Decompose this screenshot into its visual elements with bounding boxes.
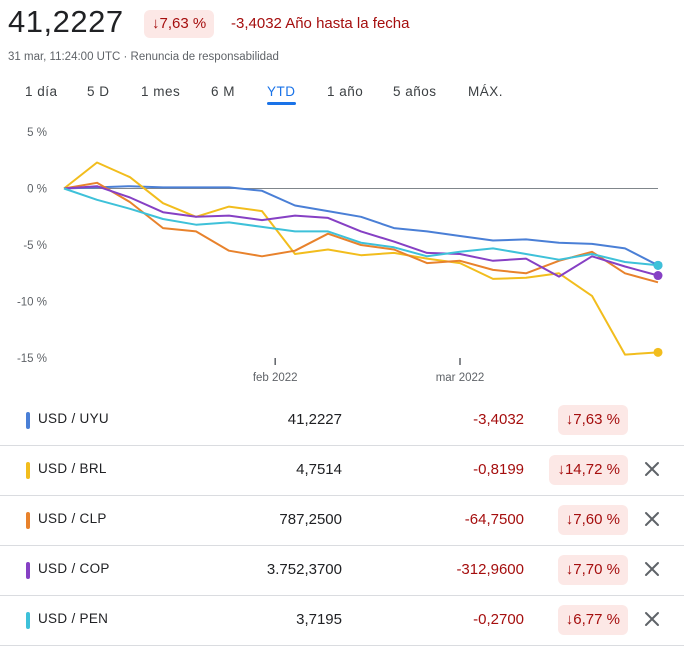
series-color-swatch (26, 462, 30, 479)
currency-pair: USD / BRL (38, 461, 107, 476)
range-max[interactable]: MÁX. (468, 84, 504, 99)
close-icon[interactable] (641, 458, 663, 480)
y-tick-label: -10 % (17, 297, 47, 309)
series-line-usd-clp (63, 181, 659, 284)
currency-pair: USD / PEN (38, 611, 109, 626)
rate-value: 3.752,3700 (266, 561, 342, 578)
percent-change-badge: ↓7,63 % (557, 405, 628, 435)
percent-change-badge: ↓6,77 % (557, 605, 628, 635)
range-1-mes[interactable]: 1 mes (141, 84, 181, 99)
timestamp: 31 mar, 11:24:00 UTC (8, 51, 121, 63)
currency-pair: USD / CLP (38, 511, 107, 526)
disclaimer-link[interactable]: Renuncia de responsabilidad (130, 51, 279, 63)
x-tick-label: feb 2022 (253, 372, 298, 384)
range-6-m[interactable]: 6 M (211, 84, 236, 99)
separator-dot: · (123, 51, 128, 63)
currency-pair: USD / COP (38, 561, 110, 576)
table-row[interactable]: USD / COP 3.752,3700 -312,9600 ↓7,70 % (0, 546, 684, 596)
absolute-change: -0,2700 (473, 611, 524, 628)
rate-value: 787,2500 (279, 511, 342, 528)
percent-change-badge: ↓14,72 % (549, 455, 628, 485)
rate-value: 4,7514 (296, 461, 342, 478)
absolute-change: -64,7500 (464, 511, 524, 528)
y-tick-label: 0 % (27, 184, 47, 196)
table-row[interactable]: USD / BRL 4,7514 -0,8199 ↓14,72 % (0, 446, 684, 496)
x-tick-label: mar 2022 (436, 372, 485, 384)
absolute-change: -0,8199 (473, 461, 524, 478)
currency-pair: USD / UYU (38, 411, 109, 426)
y-tick-label: 5 % (27, 127, 47, 139)
series-line-usd-uyu (63, 185, 659, 267)
series-color-swatch (26, 512, 30, 529)
y-tick-label: -15 % (17, 353, 47, 365)
series-color-swatch (26, 612, 30, 629)
range-1-ano[interactable]: 1 año (327, 84, 364, 99)
range-1-dia[interactable]: 1 día (25, 84, 58, 99)
range-ytd[interactable]: YTD (267, 84, 296, 105)
series-color-swatch (26, 412, 30, 429)
y-tick-label: -5 % (23, 240, 47, 252)
close-icon[interactable] (641, 508, 663, 530)
rate-value: 41,2227 (287, 411, 342, 428)
absolute-change: -3,4032 (473, 411, 524, 428)
close-icon[interactable] (641, 608, 663, 630)
series-line-usd-cop (63, 185, 659, 278)
table-row[interactable]: USD / UYU 41,2227 -3,4032 ↓7,63 % (0, 396, 684, 446)
series-color-swatch (26, 562, 30, 579)
table-row[interactable]: USD / PEN 3,7195 -0,2700 ↓6,77 % (0, 596, 684, 646)
rate-value: 3,7195 (296, 611, 342, 628)
ytd-line-chart[interactable]: 5 % 0 % -5 % -10 % -15 % feb 2022 mar 2022 (0, 118, 684, 390)
series-line-usd-pen (63, 187, 659, 267)
ytd-percent-change-badge: ↓7,63 % (144, 10, 215, 38)
series-end-point (653, 260, 663, 270)
ytd-absolute-change: -3,4032 Año hasta la fecha (231, 15, 410, 32)
time-range-selector: 1 día 5 D 1 mes 6 M YTD 1 año 5 años MÁX… (0, 84, 684, 108)
series-end-point (653, 347, 663, 357)
series-line-usd-brl (63, 161, 659, 356)
percent-change-badge: ↓7,70 % (557, 555, 628, 585)
percent-change-badge: ↓7,60 % (557, 505, 628, 535)
table-row[interactable]: USD / CLP 787,2500 -64,7500 ↓7,60 % (0, 496, 684, 546)
close-icon[interactable] (641, 558, 663, 580)
timestamp-line: 31 mar, 11:24:00 UTC · Renuncia de respo… (8, 51, 279, 63)
range-5-anos[interactable]: 5 años (393, 84, 437, 99)
series-end-point (653, 271, 663, 281)
range-5-d[interactable]: 5 D (87, 84, 110, 99)
currency-comparison-table: USD / UYU 41,2227 -3,4032 ↓7,63 % USD / … (0, 396, 684, 646)
current-price: 41,2227 (8, 4, 124, 39)
absolute-change: -312,9600 (456, 561, 524, 578)
